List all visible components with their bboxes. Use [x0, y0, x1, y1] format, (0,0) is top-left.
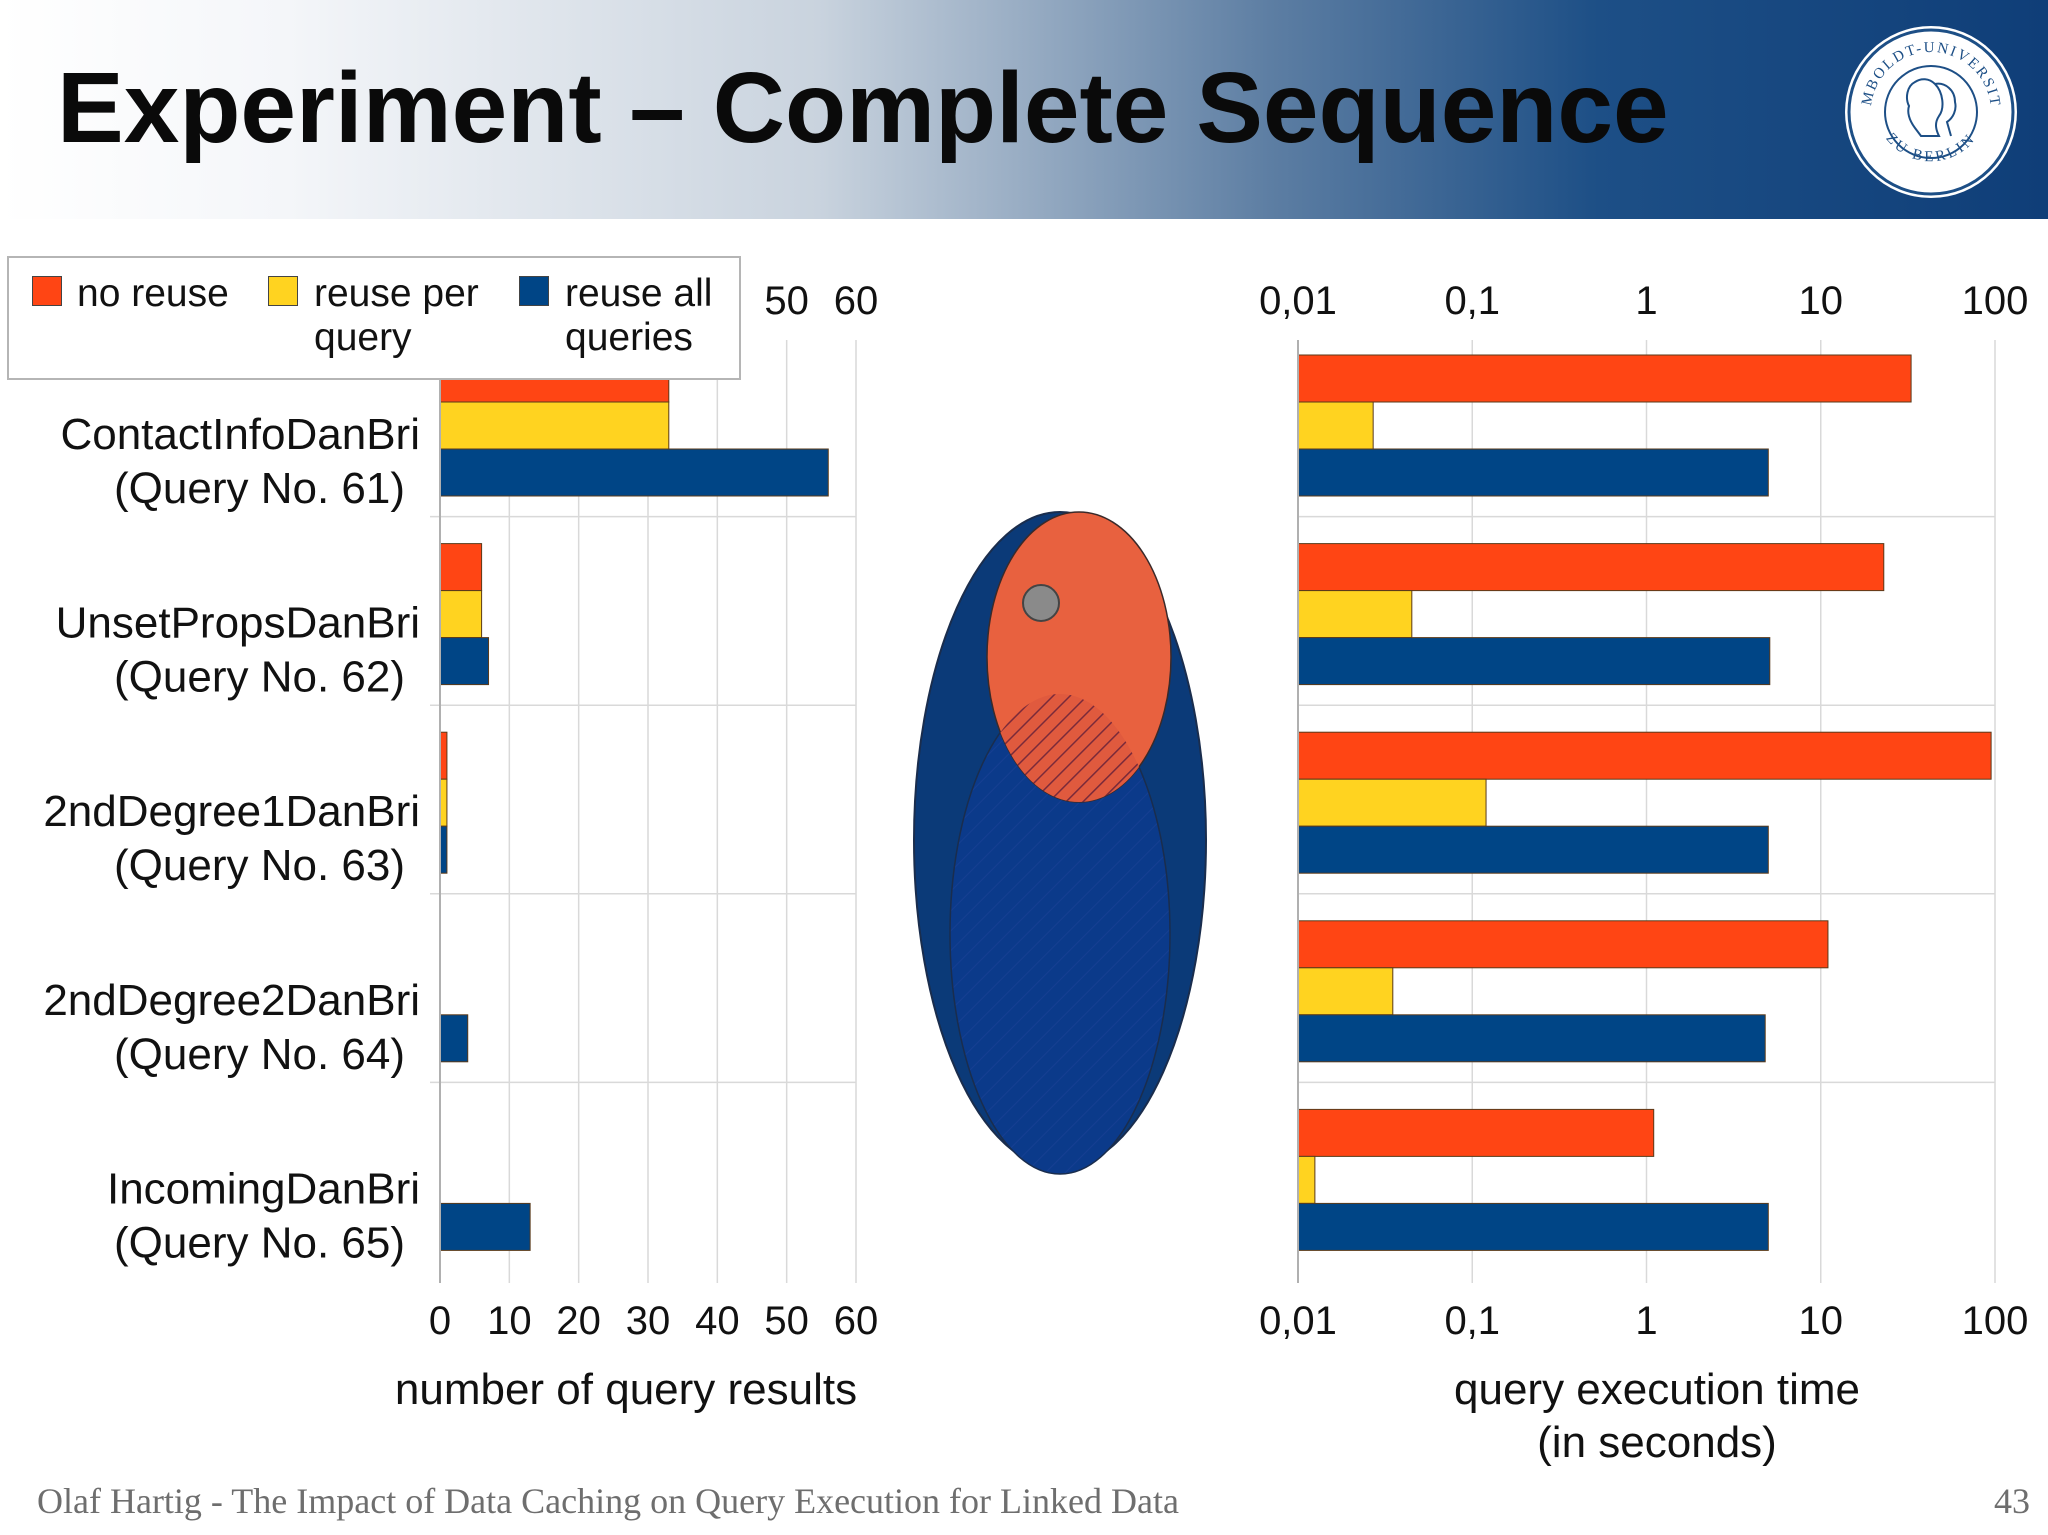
venn-illustration — [913, 511, 1207, 1175]
right-bar — [1297, 637, 1771, 686]
right-top-tick-label: 1 — [1635, 279, 1657, 323]
left-chart-axes: 0 10 20 30 40 50 60 50 60 number of query results — [395, 279, 878, 1414]
slide-title: Experiment – Complete Sequence — [57, 52, 1669, 164]
legend-swatch-no-reuse — [32, 276, 62, 306]
right-bar — [1297, 778, 1487, 827]
left-bottom-tick-label: 10 — [487, 1299, 532, 1343]
legend-label-no-reuse: no reuse — [77, 272, 229, 315]
category-labels: ContactInfoDanBri (Query No. 61) UnsetProp… — [43, 410, 420, 1267]
right-top-tick-label: 0,1 — [1444, 279, 1500, 323]
left-bottom-tick-label: 40 — [695, 1299, 740, 1343]
left-bar — [439, 1202, 531, 1251]
right-chart-axes: 0,01 0,01 0,1 0,1 1 1 10 10 100 100 query executio… — [1259, 279, 2028, 1467]
right-bar — [1297, 1108, 1655, 1157]
category-label-query-number: (Query No. 61) — [114, 464, 405, 513]
right-bottom-tick-label: 1 — [1635, 1299, 1657, 1343]
left-bar — [439, 448, 829, 497]
right-bar — [1297, 543, 1885, 592]
title-banner — [0, 0, 2048, 219]
right-bar — [1297, 967, 1394, 1016]
left-bottom-tick-label: 30 — [626, 1299, 671, 1343]
legend-label-reuse-per-query: reuse per query — [314, 272, 479, 359]
footer-text: Olaf Hartig - The Impact of Data Caching… — [37, 1481, 1179, 1521]
left-chart-bars — [439, 354, 829, 1251]
category-label-query-number: (Query No. 64) — [114, 1030, 405, 1079]
category-label-name: UnsetPropsDanBri — [56, 599, 420, 648]
left-bar — [439, 637, 490, 686]
left-bottom-tick-label: 20 — [556, 1299, 601, 1343]
right-top-tick-label: 0,01 — [1259, 279, 1337, 323]
left-top-tick-label: 60 — [834, 279, 879, 323]
category-label-name: 2ndDegree1DanBri — [43, 787, 420, 836]
right-bar — [1297, 401, 1374, 450]
legend-label-reuse-all-queries: reuse all queries — [565, 272, 713, 359]
right-bar — [1297, 825, 1769, 874]
left-bar — [439, 1014, 469, 1063]
left-bottom-tick-label: 60 — [834, 1299, 879, 1343]
left-bar — [439, 543, 483, 592]
category-label-name: 2ndDegree2DanBri — [43, 976, 420, 1025]
left-bar — [439, 401, 670, 450]
university-seal-logo: HUMBOLDT-UNIVERSITÄT ZU BERLIN — [1843, 24, 2017, 198]
right-x-axis-label-line1: query execution time — [1454, 1365, 1860, 1414]
right-bar — [1297, 920, 1829, 969]
right-bar — [1297, 590, 1413, 639]
right-top-tick-label: 100 — [1962, 279, 2029, 323]
right-top-tick-label: 10 — [1799, 279, 1844, 323]
legend-swatch-reuse-all-queries — [519, 276, 549, 306]
left-bottom-tick-label: 0 — [429, 1299, 451, 1343]
left-bar — [439, 778, 448, 827]
right-bar — [1297, 448, 1769, 497]
category-label-query-number: (Query No. 65) — [114, 1218, 405, 1267]
right-chart-bars — [1297, 354, 1992, 1251]
right-x-axis-label-line2: (in seconds) — [1537, 1418, 1777, 1467]
left-chart-gridlines — [430, 340, 857, 1283]
left-bottom-tick-label: 50 — [764, 1299, 809, 1343]
right-bottom-tick-label: 0,01 — [1259, 1299, 1337, 1343]
left-top-tick-label: 50 — [764, 279, 809, 323]
page-number: 43 — [1994, 1481, 2030, 1521]
category-label-name: IncomingDanBri — [107, 1164, 420, 1213]
right-bar — [1297, 731, 1992, 780]
right-bottom-tick-label: 10 — [1799, 1299, 1844, 1343]
left-x-axis-label: number of query results — [395, 1365, 857, 1414]
category-label-query-number: (Query No. 62) — [114, 653, 405, 702]
right-bar — [1297, 1202, 1769, 1251]
right-bar — [1297, 1014, 1766, 1063]
right-bar — [1297, 354, 1912, 403]
category-label-query-number: (Query No. 63) — [114, 841, 405, 890]
small-gray-circle — [1022, 584, 1060, 622]
left-bar — [439, 590, 483, 639]
left-bar — [439, 825, 448, 874]
right-bottom-tick-label: 100 — [1962, 1299, 2029, 1343]
legend-swatch-reuse-per-query — [268, 276, 298, 306]
left-bar — [439, 731, 448, 780]
chart-legend: no reuse reuse per query reuse all queries — [7, 256, 741, 380]
right-bottom-tick-label: 0,1 — [1444, 1299, 1500, 1343]
right-bar — [1297, 1155, 1316, 1204]
category-label-name: ContactInfoDanBri — [60, 410, 420, 459]
